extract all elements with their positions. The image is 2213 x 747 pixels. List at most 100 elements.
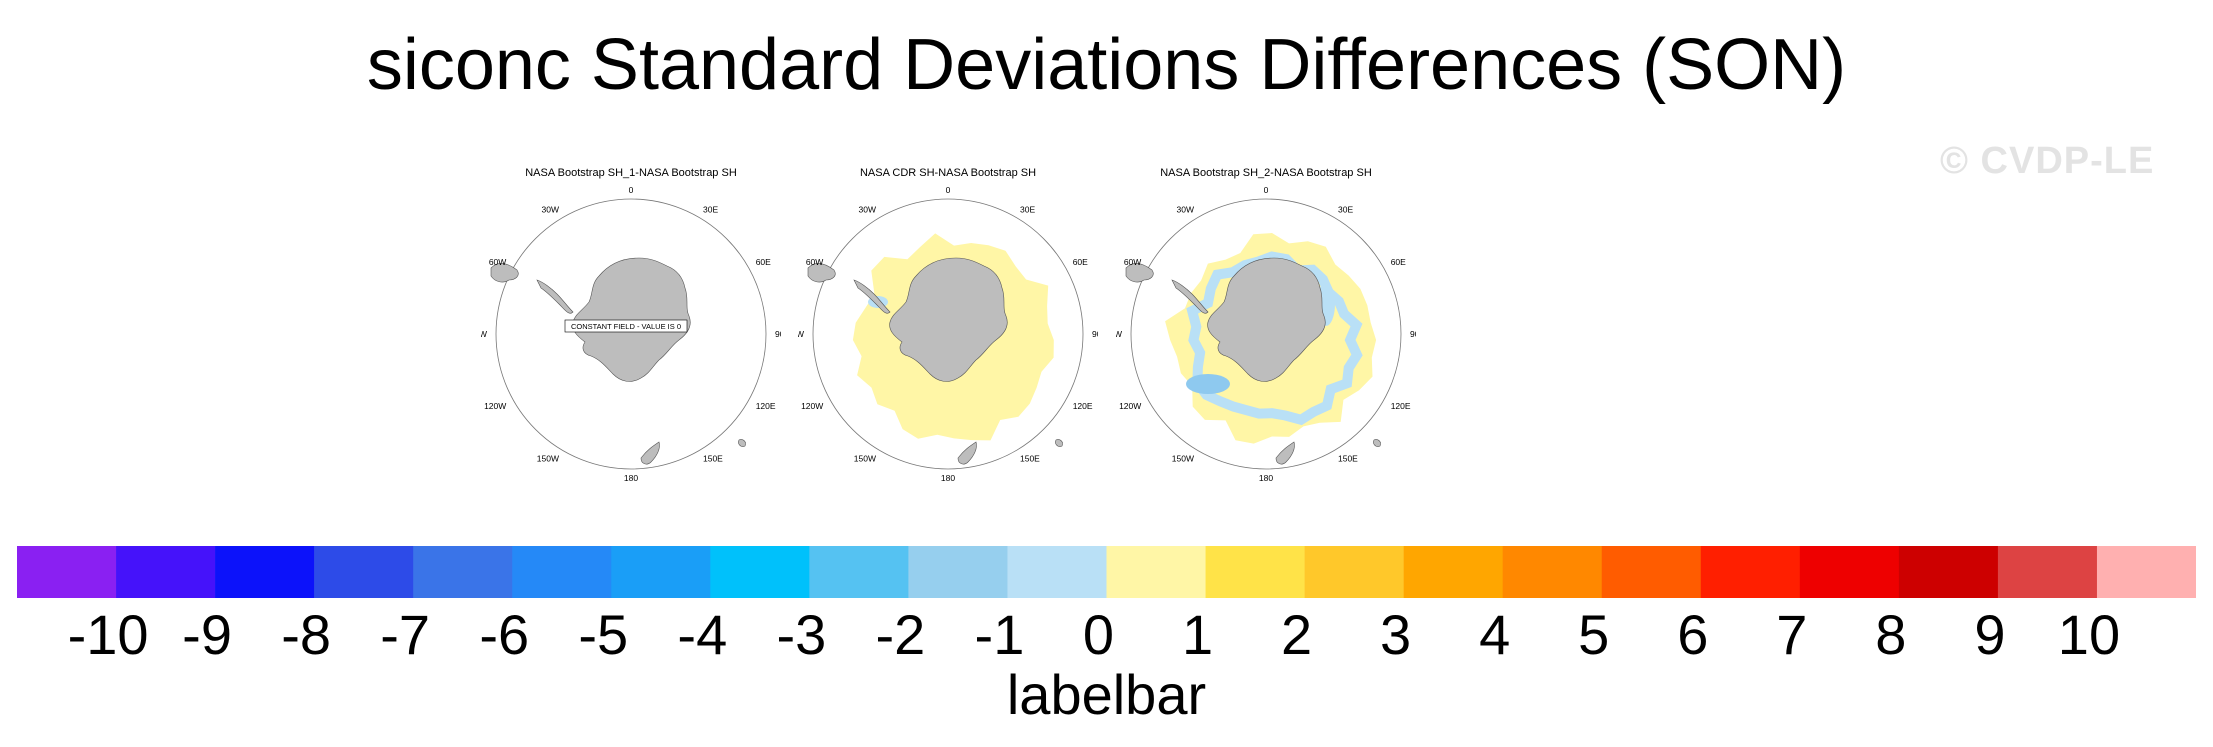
colorbar-swatch xyxy=(1502,546,1603,598)
antarctic-peninsula-land xyxy=(853,279,891,314)
colorbar xyxy=(17,546,2196,598)
colorbar-tick-label: -3 xyxy=(776,603,827,666)
colorbar-swatch xyxy=(908,546,1008,598)
longitude-label: 60W xyxy=(806,257,823,267)
polar-map: 0 30E 60E 90E 120E 150E 180 150W 120W 90W 60W 30W xyxy=(798,185,1098,483)
longitude-label: 90E xyxy=(1092,329,1098,339)
longitude-label: 0 xyxy=(629,185,634,195)
map-panel-2: NASA CDR SH-NASA Bootstrap SH 0 30E 60E 90E… xyxy=(798,160,1098,490)
colorbar-swatch xyxy=(1106,546,1206,598)
new-zealand-land xyxy=(957,441,977,465)
longitude-label: 180 xyxy=(941,473,955,483)
longitude-label: 90E xyxy=(1410,329,1416,339)
colorbar-swatch xyxy=(611,546,711,598)
tasmania-land xyxy=(1373,439,1381,447)
south-america-land xyxy=(807,263,836,283)
colorbar-caption: labelbar xyxy=(1006,663,1207,726)
longitude-label: 90W xyxy=(798,329,804,339)
colorbar-tick-label: -7 xyxy=(380,603,431,666)
colorbar-tick-label: 5 xyxy=(1578,603,1610,666)
longitude-label: 150W xyxy=(1172,454,1194,464)
antarctica-land xyxy=(889,257,1008,382)
longitude-label: 60E xyxy=(1391,257,1406,267)
colorbar-swatch xyxy=(314,546,414,598)
longitude-label: 120W xyxy=(801,401,823,411)
longitude-label: 120W xyxy=(484,401,506,411)
antarctic-peninsula-land xyxy=(1171,279,1209,314)
panel-title: NASA Bootstrap SH_2-NASA Bootstrap SH xyxy=(1160,167,1372,179)
longitude-label: 30E xyxy=(1020,204,1035,214)
longitude-label: 180 xyxy=(624,473,638,483)
longitude-label: 120E xyxy=(756,401,776,411)
longitude-label: 30W xyxy=(1177,204,1194,214)
colorbar-tick-label: -9 xyxy=(182,603,232,666)
longitude-label: 90E xyxy=(775,329,781,339)
colorbar-tick-label: -5 xyxy=(578,603,629,666)
colorbar-tick-label: 0 xyxy=(1082,603,1115,666)
colorbar-tick-label: 1 xyxy=(1181,603,1214,666)
polar-map: 0 30E 60E 90E 120E 150E 180 150W 120W 90W 60W 30W xyxy=(1116,185,1416,483)
longitude-label: 150W xyxy=(537,454,559,464)
colorbar-swatch xyxy=(116,546,216,598)
colorbar-swatch xyxy=(215,546,315,598)
antarctic-peninsula-land xyxy=(536,279,574,314)
longitude-label: 150E xyxy=(703,454,723,464)
annotation-box xyxy=(564,319,688,333)
watermark: © CVDP-LE xyxy=(1940,140,2155,182)
colorbar-swatch xyxy=(1403,546,1503,598)
south-america-land xyxy=(1125,263,1154,283)
longitude-label: 0 xyxy=(1264,185,1269,195)
longitude-label: 90W xyxy=(1116,329,1122,339)
longitude-label: 120E xyxy=(1073,401,1093,411)
longitude-label: 120E xyxy=(1391,401,1411,411)
colorbar-tick-label: 6 xyxy=(1677,603,1709,666)
colorbar-tick-labels: -10 -9 -8 -7 -6 -5 -4 -3 -2 -1 0 1 2 3 4 5 6 7 8 9 10 xyxy=(0,600,2213,670)
colorbar-tick-label: 9 xyxy=(1974,603,2006,666)
longitude-label: 30E xyxy=(1338,204,1353,214)
longitude-label: 120W xyxy=(1119,401,1141,411)
colorbar-tick-label: -1 xyxy=(974,603,1025,666)
map-panel-1: NASA Bootstrap SH_1-NASA Bootstrap SH 0 3… xyxy=(481,160,781,490)
sea-ice-anomaly-blue xyxy=(1186,251,1363,426)
colorbar-swatch xyxy=(413,546,513,598)
map-panel-3: NASA Bootstrap SH_2-NASA Bootstrap SH 0 3… xyxy=(1116,160,1416,490)
colorbar-tick-label: -10 xyxy=(67,603,149,666)
longitude-label: 150E xyxy=(1020,454,1040,464)
longitude-label: 180 xyxy=(1259,473,1273,483)
colorbar-tick-label: 10 xyxy=(2057,603,2121,666)
longitude-label: 60W xyxy=(489,257,506,267)
colorbar-swatch xyxy=(17,546,117,598)
south-america-land xyxy=(490,263,519,283)
colorbar-tick-label: 7 xyxy=(1776,603,1808,666)
longitude-label: 30W xyxy=(542,204,559,214)
sea-ice-anomaly-blue-patch xyxy=(1186,374,1230,394)
longitude-label: 0 xyxy=(946,185,951,195)
colorbar-tick-label: -6 xyxy=(479,603,530,666)
tasmania-land xyxy=(738,439,746,447)
colorbar-tick-label: -2 xyxy=(875,603,926,666)
colorbar-swatch xyxy=(809,546,909,598)
colorbar-tick-label: 3 xyxy=(1380,603,1412,666)
longitude-label: 60W xyxy=(1124,257,1141,267)
colorbar-swatch xyxy=(1799,546,1900,598)
colorbar-tick-label: -4 xyxy=(677,603,728,666)
colorbar-swatch xyxy=(1205,546,1305,598)
annotation-text: CONSTANT FIELD - VALUE IS 0 xyxy=(571,322,681,331)
polar-map: 0 30E 60E 90E 120E 150E 180 150W 120W 90W 60W 30W CO… xyxy=(481,185,781,483)
colorbar-swatch xyxy=(1898,546,1999,598)
new-zealand-land xyxy=(640,441,660,465)
colorbar-tick-label: 4 xyxy=(1479,603,1511,666)
colorbar-swatch xyxy=(512,546,612,598)
longitude-label: 150E xyxy=(1338,454,1358,464)
colorbar-swatch xyxy=(1304,546,1404,598)
tasmania-land xyxy=(1055,439,1063,447)
new-zealand-land xyxy=(1275,441,1295,465)
antarctica-land xyxy=(1207,257,1326,382)
panel-title: NASA Bootstrap SH_1-NASA Bootstrap SH xyxy=(525,167,737,179)
colorbar-tick-label: 8 xyxy=(1875,603,1907,666)
longitude-label: 60E xyxy=(756,257,771,267)
colorbar-tick-label: 2 xyxy=(1281,603,1313,666)
longitude-label: 30E xyxy=(703,204,718,214)
colorbar-tick-label: -8 xyxy=(281,603,332,666)
longitude-label: 150W xyxy=(854,454,876,464)
